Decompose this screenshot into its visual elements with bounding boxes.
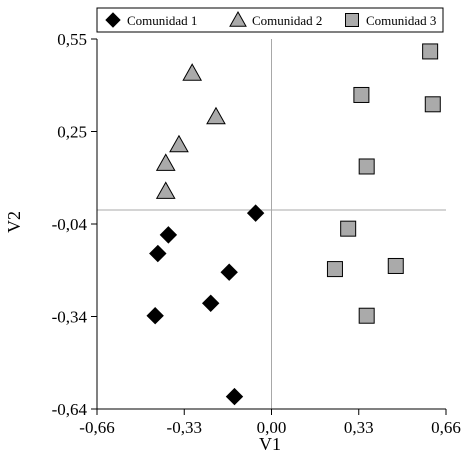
data-point-square [327,262,342,277]
data-point-diamond [248,205,264,221]
data-point-diamond [226,389,242,405]
x-tick-label: -0,33 [167,418,202,437]
y-ticks: 0,55 0,25 -0,04 -0,34 -0,64 [52,30,97,419]
x-tick-label: 0,66 [431,418,461,437]
data-point-square [423,44,438,59]
x-tick-label: 0,33 [344,418,374,437]
series-3 [327,44,440,323]
data-point-triangle [170,136,188,152]
data-point-square [359,159,374,174]
y-tick-label: -0,34 [52,308,88,327]
data-point-square [341,221,356,236]
data-point-diamond [221,264,237,280]
y-tick-label: 0,25 [57,123,87,142]
data-point-diamond [160,227,176,243]
data-point-diamond [147,308,163,324]
data-point-square [388,258,403,273]
y-tick-label: -0,64 [52,400,88,419]
y-tick-label: -0,04 [52,215,88,234]
x-axis-label: V1 [259,434,281,454]
data-points [147,44,440,405]
data-point-triangle [183,64,201,80]
y-axis-label: V2 [4,211,24,233]
data-point-square [354,87,369,102]
legend-label: Comunidad 2 [252,13,322,28]
data-point-square [425,97,440,112]
series-2 [157,64,225,198]
legend-label: Comunidad 3 [366,13,436,28]
data-point-diamond [150,246,166,262]
data-point-diamond [203,295,219,311]
data-point-triangle [207,108,225,124]
data-point-triangle [157,182,175,198]
legend-marker-square [346,14,359,27]
legend: Comunidad 1 Comunidad 2 Comunidad 3 [97,8,443,32]
y-tick-label: 0,55 [57,30,87,49]
legend-label: Comunidad 1 [127,13,197,28]
data-point-square [359,308,374,323]
reference-lines [97,39,446,409]
data-point-triangle [157,154,175,170]
x-ticks: -0,66 -0,33 0,00 0,33 0,66 [79,409,461,437]
x-tick-label: -0,66 [79,418,114,437]
series-1 [147,205,263,404]
